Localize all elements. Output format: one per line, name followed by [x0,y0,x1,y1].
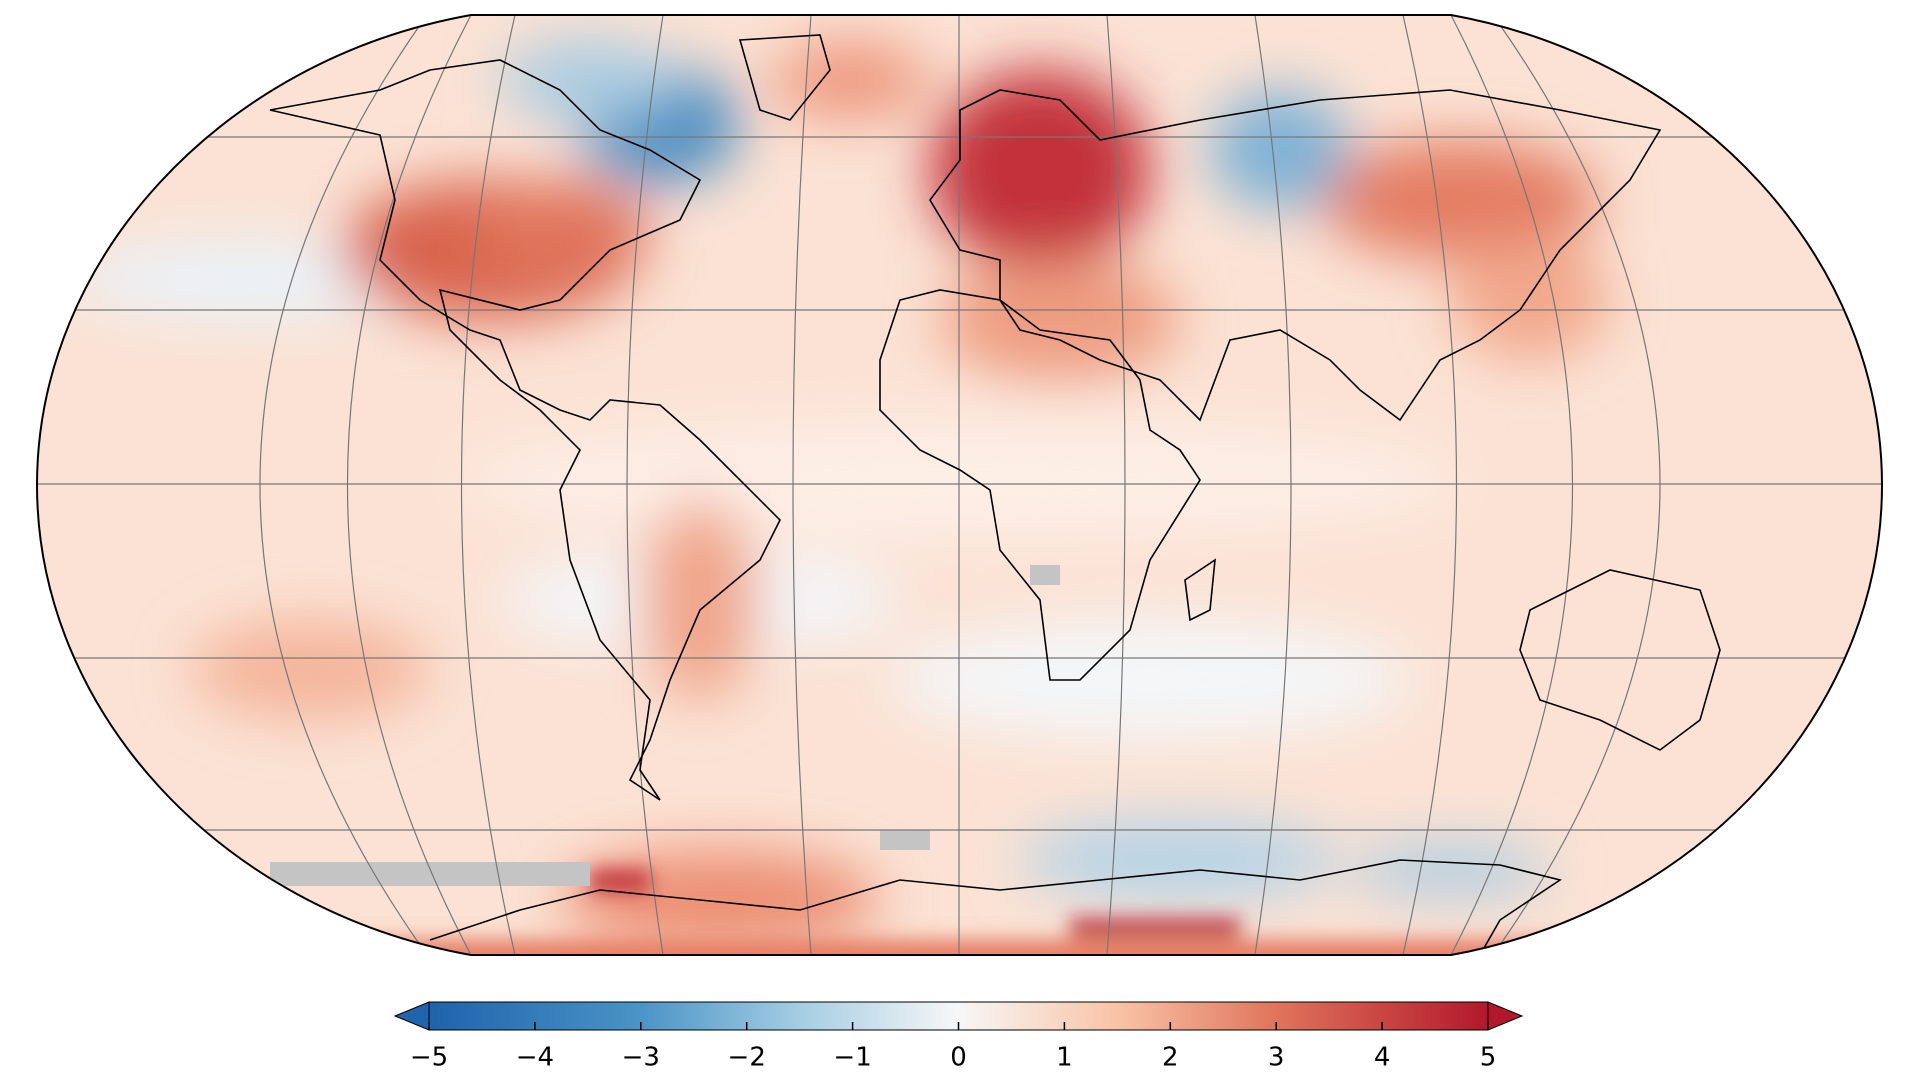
colorbar-tick-label: 5 [1480,1043,1497,1073]
colorbar-tick-label: 2 [1162,1043,1179,1073]
map-outline [35,14,1884,956]
colorbar-tick-label: −4 [516,1043,554,1073]
colorbar: −5 −4 −3 −2 −1 0 1 2 3 4 5 [393,1001,1524,1073]
colorbar-tick-label: 1 [1056,1043,1073,1073]
colorbar-tick-label: 4 [1374,1043,1391,1073]
colorbar-tick-label: −3 [622,1043,660,1073]
coastlines [269,34,1721,955]
colorbar-tick-label: 0 [950,1043,967,1073]
colorbar-tick-label: −1 [833,1043,871,1073]
colorbar-extend-high [1487,1001,1524,1031]
colorbar-extend-low [393,1001,430,1031]
graticule [37,15,1882,955]
colorbar-tick-label: 3 [1268,1043,1285,1073]
colorbar-tick-label: −2 [728,1043,766,1073]
colorbar-tick-label: −5 [410,1043,448,1073]
